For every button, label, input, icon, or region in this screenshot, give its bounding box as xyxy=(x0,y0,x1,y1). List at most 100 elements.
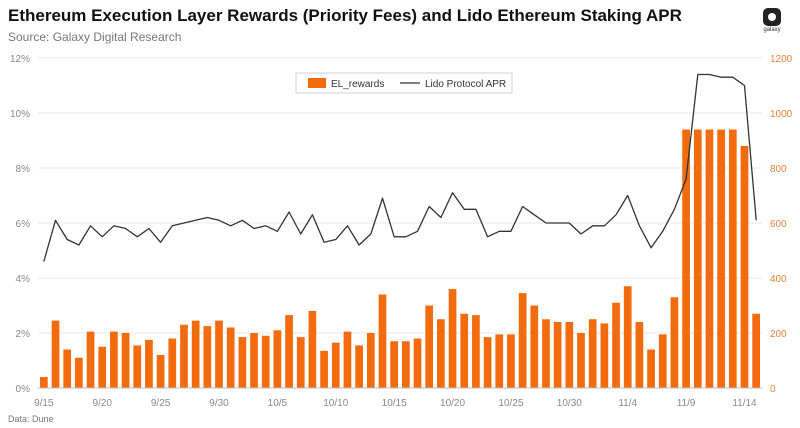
left-axis-tick-label: 4% xyxy=(16,274,31,285)
el-rewards-bar xyxy=(413,338,422,388)
el-rewards-bar xyxy=(261,335,270,388)
el-rewards-bar xyxy=(156,355,165,388)
x-axis-tick-label: 9/15 xyxy=(34,398,54,409)
el-rewards-bar xyxy=(588,319,597,388)
galaxy-logo-icon xyxy=(763,8,781,26)
el-rewards-bar xyxy=(553,322,562,388)
x-axis-tick-label: 10/25 xyxy=(498,398,523,409)
x-axis-tick-label: 9/30 xyxy=(209,398,229,409)
el-rewards-bar xyxy=(600,323,609,388)
el-rewards-bar xyxy=(98,346,107,388)
x-axis-tick-label: 11/4 xyxy=(618,398,637,409)
lido-apr-line-group xyxy=(43,73,757,262)
el-rewards-bar xyxy=(425,305,434,388)
gridlines xyxy=(38,57,762,389)
data-source-note: Data: Dune xyxy=(8,414,54,424)
left-axis-tick-label: 2% xyxy=(16,329,31,340)
left-axis: 0% 2% 4% 6% 8% 10% 12% xyxy=(10,54,30,395)
el-rewards-bar xyxy=(378,294,387,388)
left-axis-tick-label: 12% xyxy=(10,54,30,65)
el-rewards-bar xyxy=(168,338,177,388)
el-rewards-bar xyxy=(238,337,247,388)
right-axis-tick-label: 1000 xyxy=(770,109,793,120)
el-rewards-bar xyxy=(273,330,282,388)
el-rewards-bar xyxy=(577,333,585,388)
el-rewards-bar xyxy=(565,322,574,388)
right-axis-tick-label: 1200 xyxy=(770,54,793,65)
el-rewards-bar xyxy=(507,334,515,388)
x-axis-tick-label: 9/25 xyxy=(151,398,171,409)
el-rewards-bar xyxy=(437,319,445,388)
el-rewards-bar xyxy=(635,322,644,388)
el-rewards-bar xyxy=(180,324,188,388)
el-rewards-bar xyxy=(483,337,492,388)
el-rewards-bar xyxy=(495,334,504,388)
x-axis-tick-label: 10/10 xyxy=(323,398,348,409)
right-axis-tick-label: 400 xyxy=(770,274,787,285)
el-rewards-bar xyxy=(331,342,340,388)
el-rewards-bar xyxy=(752,313,761,388)
galaxy-logo: galaxy xyxy=(758,8,786,33)
x-axis-tick-label: 10/5 xyxy=(268,398,288,409)
el-rewards-bar xyxy=(530,305,539,388)
right-axis-tick-label: 800 xyxy=(770,164,787,175)
el-rewards-bar xyxy=(693,129,702,388)
x-axis-tick-label: 9/20 xyxy=(92,398,112,409)
el-rewards-bar xyxy=(133,345,142,388)
lido-apr-line xyxy=(43,73,757,262)
el-rewards-bar xyxy=(308,311,317,388)
el-rewards-bar xyxy=(320,350,328,388)
el-rewards-bar xyxy=(63,349,72,388)
el-rewards-bar xyxy=(705,129,714,388)
el-rewards-bars xyxy=(39,129,761,388)
x-axis-tick-label: 11/9 xyxy=(677,398,696,409)
left-axis-tick-label: 0% xyxy=(16,384,31,395)
el-rewards-bar xyxy=(51,320,60,388)
el-rewards-bar xyxy=(682,129,690,388)
el-rewards-bar xyxy=(670,297,679,388)
legend: EL_rewards Lido Protocol APR xyxy=(295,72,513,94)
el-rewards-bar xyxy=(366,333,375,388)
x-axis-tick-label: 10/20 xyxy=(440,398,465,409)
el-rewards-bar xyxy=(86,331,95,388)
el-rewards-bar xyxy=(75,357,83,388)
legend-swatch-el-rewards xyxy=(308,78,326,88)
x-axis-tick-label: 10/15 xyxy=(382,398,407,409)
right-axis-tick-label: 600 xyxy=(770,219,787,230)
el-rewards-bar xyxy=(728,129,737,388)
el-rewards-bar xyxy=(518,293,527,388)
right-axis-tick-label: 200 xyxy=(770,329,787,340)
chart-title: Ethereum Execution Layer Rewards (Priori… xyxy=(8,6,682,25)
right-axis: 0 200 400 600 800 1000 1200 xyxy=(770,54,793,395)
right-axis-tick-label: 0 xyxy=(770,384,776,395)
el-rewards-bar xyxy=(203,326,212,388)
legend-label-el-rewards: EL_rewards xyxy=(331,79,384,90)
left-axis-tick-label: 6% xyxy=(16,219,31,230)
el-rewards-bar xyxy=(355,345,363,388)
legend-label-lido-apr: Lido Protocol APR xyxy=(425,79,506,90)
el-rewards-bar xyxy=(226,327,235,388)
el-rewards-bar xyxy=(460,313,469,388)
el-rewards-bar xyxy=(401,341,410,388)
x-axis: 9/15 9/20 9/25 9/30 10/5 10/10 10/15 10/20 10/25… xyxy=(34,387,762,409)
el-rewards-bar xyxy=(472,315,480,388)
el-rewards-bar xyxy=(717,129,725,388)
chart-subtitle: Source: Galaxy Digital Research xyxy=(8,30,182,44)
el-rewards-bar xyxy=(39,377,48,388)
el-rewards-bar xyxy=(343,331,352,388)
galaxy-logo-text: galaxy xyxy=(763,27,781,33)
el-rewards-bar xyxy=(285,315,293,388)
el-rewards-bar xyxy=(448,289,457,388)
el-rewards-bar xyxy=(191,320,200,388)
el-rewards-bar xyxy=(250,333,258,388)
el-rewards-bar xyxy=(647,349,655,388)
el-rewards-bar xyxy=(390,341,399,388)
el-rewards-bar xyxy=(623,286,632,388)
el-rewards-bar xyxy=(296,337,305,388)
el-rewards-bar xyxy=(110,331,118,388)
el-rewards-bar xyxy=(145,339,153,388)
el-rewards-bar xyxy=(542,319,550,388)
el-rewards-bar xyxy=(612,302,620,388)
left-axis-tick-label: 10% xyxy=(10,109,30,120)
